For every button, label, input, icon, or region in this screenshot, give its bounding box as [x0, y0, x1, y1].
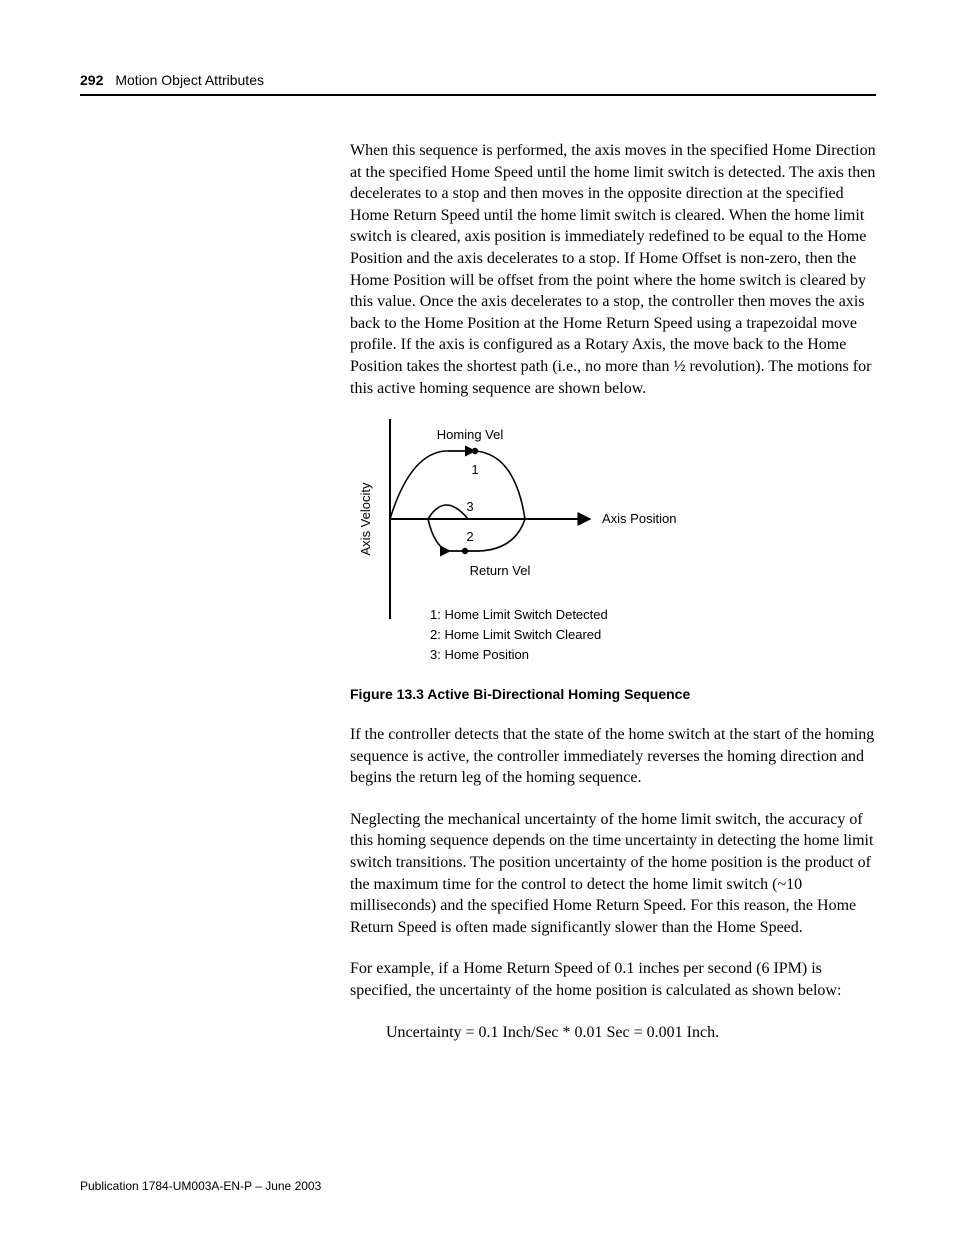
- section-title: Motion Object Attributes: [115, 72, 264, 88]
- homing-sequence-diagram: Axis Velocity Axis Position Homing Vel 1…: [350, 419, 710, 679]
- page-number: 292: [80, 72, 103, 88]
- body-paragraph-3: Neglecting the mechanical uncertainty of…: [350, 809, 880, 939]
- figure-diagram: Axis Velocity Axis Position Homing Vel 1…: [350, 419, 880, 679]
- header-rule: [80, 94, 876, 96]
- svg-text:2: Home Limit Switch Cleared: 2: Home Limit Switch Cleared: [430, 627, 601, 642]
- page-header: 292 Motion Object Attributes: [80, 72, 874, 94]
- content-column: When this sequence is performed, the axi…: [350, 140, 880, 1063]
- svg-text:Return Vel: Return Vel: [470, 563, 531, 578]
- svg-text:Axis Velocity: Axis Velocity: [358, 482, 373, 555]
- svg-text:1: Home Limit Switch Detected: 1: Home Limit Switch Detected: [430, 607, 608, 622]
- figure-caption: Figure 13.3 Active Bi-Directional Homing…: [350, 685, 880, 704]
- svg-text:Homing Vel: Homing Vel: [437, 427, 504, 442]
- equation-line: Uncertainty = 0.1 Inch/Sec * 0.01 Sec = …: [386, 1022, 880, 1044]
- body-paragraph-1: When this sequence is performed, the axi…: [350, 140, 880, 399]
- body-paragraph-2: If the controller detects that the state…: [350, 724, 880, 789]
- svg-text:3: Home Position: 3: Home Position: [430, 647, 529, 662]
- svg-text:3: 3: [466, 499, 473, 514]
- footer-publication: Publication 1784-UM003A-EN-P – June 2003: [80, 1179, 321, 1193]
- body-paragraph-4: For example, if a Home Return Speed of 0…: [350, 958, 880, 1001]
- svg-text:1: 1: [471, 462, 478, 477]
- svg-text:2: 2: [466, 529, 473, 544]
- svg-text:Axis Position: Axis Position: [602, 511, 676, 526]
